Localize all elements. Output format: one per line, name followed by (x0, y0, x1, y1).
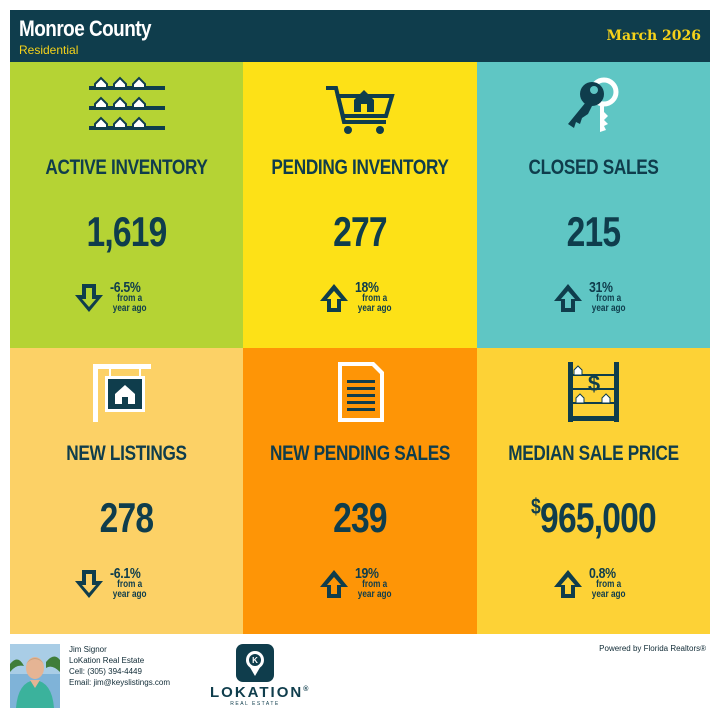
agent-name: Jim Signor (69, 645, 107, 654)
change-percent: 31% (588, 279, 613, 296)
logo-wordmark: LOKATION® (210, 684, 309, 701)
report-period: March 2026 (606, 28, 702, 44)
change-indicator: 31% from a year ago (551, 279, 637, 320)
map-pin-logo-icon: K (236, 644, 274, 682)
change-percent: 0.8% (588, 565, 616, 582)
powered-by: Powered by Florida Realtors® (599, 644, 706, 653)
change-indicator: -6.1% from a year ago (72, 565, 182, 606)
change-percent: -6.1% (109, 565, 141, 582)
hanging-sign-house-icon (92, 364, 151, 422)
county-title: Monroe County (19, 16, 152, 41)
houses-grid-icon (88, 76, 165, 130)
arrow-down-icon (74, 284, 103, 312)
tile-median-sale-price: $ MEDIAN SALE PRICE $965,000 0.8% from a… (477, 348, 710, 634)
arrow-up-icon (553, 570, 582, 598)
agent-cell: Cell: (305) 394-4449 (69, 667, 142, 676)
lokation-logo: K LOKATION® REAL ESTATE (210, 644, 309, 707)
change-caption: from a year ago (591, 579, 626, 600)
arrow-down-icon (74, 570, 103, 598)
stats-grid: ACTIVE INVENTORY 1,619 -6.5% from a year … (10, 62, 710, 634)
tile-value: 278 (99, 494, 154, 541)
change-caption: from a year ago (591, 293, 626, 314)
tile-value: 1,619 (86, 208, 167, 255)
keys-icon (567, 77, 618, 132)
tile-value: $965,000 (531, 494, 657, 541)
tile-closed-sales: CLOSED SALES 215 31% from a year ago (477, 62, 710, 348)
category-subtitle: Residential (19, 43, 79, 57)
abacus-dollar-icon: $ (567, 362, 619, 422)
arrow-up-icon (320, 570, 348, 598)
header-bar: Monroe County Residential March 2026 (10, 10, 710, 62)
tile-new-pending-sales: NEW PENDING SALES 239 19% from a year ago (243, 348, 477, 634)
tile-new-listings: NEW LISTINGS 278 -6.1% from a year ago (10, 348, 243, 634)
change-percent: -6.5% (109, 279, 141, 296)
logo-tagline: REAL ESTATE (230, 701, 280, 707)
change-indicator: 18% from a year ago (317, 279, 403, 320)
tile-label: NEW PENDING SALES (269, 442, 451, 465)
tile-pending-inventory: PENDING INVENTORY 277 18% from a year ago (243, 62, 477, 348)
infographic: Monroe County Residential March 2026 ACT… (10, 10, 710, 710)
shopping-cart-house-icon (326, 86, 395, 134)
change-caption: from a year ago (112, 293, 147, 314)
agent-email: Email: jim@keyslistings.com (69, 678, 171, 687)
tile-value: 277 (333, 208, 387, 255)
footer: Jim Signor LoKation Real Estate Cell: (3… (10, 634, 710, 710)
tile-label: CLOSED SALES (528, 156, 659, 179)
arrow-up-icon (320, 284, 348, 312)
change-indicator: 19% from a year ago (317, 565, 403, 606)
change-percent: 18% (355, 279, 379, 296)
svg-text:$: $ (587, 371, 599, 396)
arrow-up-icon (553, 284, 582, 312)
change-indicator: 0.8% from a year ago (551, 565, 637, 606)
svg-text:K: K (252, 656, 258, 665)
change-caption: from a year ago (112, 579, 147, 600)
change-caption: from a year ago (357, 579, 392, 600)
change-caption: from a year ago (357, 293, 392, 314)
tile-label: PENDING INVENTORY (271, 156, 449, 179)
agent-info: Jim Signor LoKation Real Estate Cell: (3… (69, 644, 170, 688)
tile-label: ACTIVE INVENTORY (45, 156, 208, 179)
currency-symbol: $ (531, 494, 541, 519)
change-percent: 19% (355, 565, 379, 582)
tile-value: 215 (566, 208, 621, 255)
tile-label: MEDIAN SALE PRICE (508, 442, 679, 465)
tile-label: NEW LISTINGS (66, 442, 187, 465)
agent-photo (10, 644, 60, 708)
tile-value: 239 (333, 494, 387, 541)
change-indicator: -6.5% from a year ago (72, 279, 182, 320)
document-icon (338, 362, 384, 422)
tile-active-inventory: ACTIVE INVENTORY 1,619 -6.5% from a year … (10, 62, 243, 348)
agent-company: LoKation Real Estate (69, 656, 145, 665)
